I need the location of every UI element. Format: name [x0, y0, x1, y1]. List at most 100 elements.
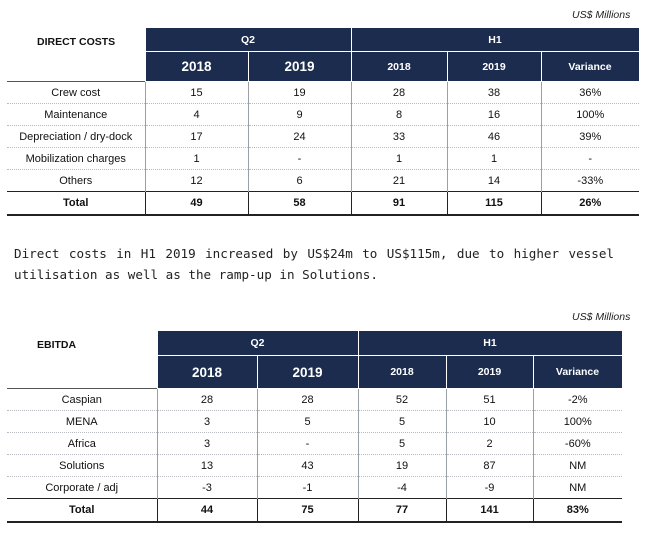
table-row: Caspian 28 28 52 51 -2%	[7, 388, 623, 411]
cell: 17	[145, 125, 249, 148]
cell: 9	[248, 103, 352, 126]
table-row: Solutions 13 43 19 87 NM	[7, 454, 623, 477]
cell: 51	[446, 388, 534, 411]
column-header: Variance	[532, 355, 623, 389]
cell: NM	[569, 481, 587, 494]
cell: 52	[358, 388, 447, 411]
cell: 2	[446, 432, 534, 455]
cell: 19	[248, 81, 352, 104]
row-label: Crew cost	[7, 81, 146, 104]
cell: 36%	[541, 81, 640, 104]
cell: 5	[257, 410, 359, 433]
units-label-1: US$ Millions	[572, 9, 631, 21]
direct-costs-table: DIRECT COSTS Q2 H1 2018 2019 2018 2019 V…	[7, 27, 640, 216]
group-header-q2: Q2	[144, 27, 352, 52]
cell: 43	[257, 454, 359, 477]
cell: NM	[533, 454, 623, 477]
cell: 100%	[541, 103, 640, 126]
commentary-paragraph: Direct costs in H1 2019 increased by US$…	[14, 246, 614, 282]
group-header-h1: H1	[357, 330, 623, 356]
cell: 6	[248, 169, 352, 192]
table-row: Corporate / adj -3 -1 -4 -9 NM	[7, 476, 622, 499]
cell: 39%	[541, 125, 640, 148]
cell: 3	[157, 432, 258, 455]
column-header: 2019	[446, 51, 542, 82]
group-header-q2: Q2	[156, 330, 359, 356]
table-row: Maintenance 4 9 8 16 100%	[7, 103, 640, 126]
total-cell: 141	[446, 498, 534, 523]
total-label: Total	[7, 498, 158, 523]
table-row: Others 12 6 21 14 -33%	[7, 169, 639, 192]
row-label: Africa	[7, 432, 158, 455]
cell: -3	[157, 476, 258, 499]
total-row: Total 49 58 91 115 26%	[7, 191, 640, 216]
group-header-h1: H1	[350, 27, 640, 52]
column-header: 2019	[256, 355, 359, 389]
table-title: EBITDA	[37, 338, 77, 351]
row-label: Others	[7, 169, 146, 192]
ebitda-table: EBITDA Q2 H1 2018 2019 2018 2019 Varianc…	[7, 330, 623, 523]
cell: 16	[447, 103, 542, 126]
table-title: DIRECT COSTS	[37, 35, 116, 48]
total-cell: 91	[351, 191, 448, 216]
cell: -1	[257, 476, 359, 499]
units-label-2: US$ Millions	[572, 311, 631, 323]
total-label: Total	[7, 191, 146, 216]
cell: -	[257, 432, 359, 455]
cell: 19	[358, 454, 447, 477]
cell: -33%	[577, 174, 604, 187]
table-row: Africa 3 - 5 2 -60%	[7, 432, 623, 455]
cell: 14	[447, 169, 542, 192]
cell: -	[541, 147, 640, 170]
cell: -4	[358, 476, 447, 499]
cell: -2%	[533, 388, 623, 411]
cell: -	[248, 147, 352, 170]
table-row: MENA 3 5 5 10 100%	[7, 410, 623, 433]
cell: 28	[257, 388, 359, 411]
cell: 28	[351, 81, 448, 104]
total-cell: 75	[257, 498, 359, 523]
cell: 21	[351, 169, 448, 192]
column-header: 2018	[144, 51, 249, 82]
cell: 12	[145, 169, 249, 192]
cell: 8	[351, 103, 448, 126]
cell: 5	[358, 410, 447, 433]
total-cell: 115	[447, 191, 542, 216]
cell: -60%	[533, 432, 623, 455]
cell: 33	[351, 125, 448, 148]
column-header: 2018	[357, 355, 447, 389]
cell: 1	[145, 147, 249, 170]
cell: 4	[145, 103, 249, 126]
cell: 1	[447, 147, 542, 170]
row-label: Maintenance	[7, 103, 146, 126]
row-label: Mobilization charges	[7, 147, 146, 170]
cell: 87	[446, 454, 534, 477]
total-cell: 26%	[541, 191, 640, 216]
row-label: Depreciation / dry-dock	[7, 125, 146, 148]
cell: 5	[358, 432, 447, 455]
cell: 24	[248, 125, 352, 148]
total-cell: 58	[248, 191, 352, 216]
column-header: 2019	[445, 355, 534, 389]
column-header: Variance	[540, 51, 640, 82]
cell: -9	[446, 476, 534, 499]
row-label: MENA	[7, 410, 158, 433]
total-cell: 49	[145, 191, 249, 216]
cell: 28	[157, 388, 258, 411]
cell: 10	[446, 410, 534, 433]
total-cell: 83%	[533, 498, 623, 523]
cell: 1	[351, 147, 448, 170]
total-cell: 77	[358, 498, 447, 523]
row-label: Corporate / adj	[7, 476, 158, 499]
total-cell: 44	[157, 498, 258, 523]
table-row: Crew cost 15 19 28 38 36%	[7, 81, 640, 104]
cell: 3	[157, 410, 258, 433]
total-row: Total 44 75 77 141 83%	[7, 498, 623, 523]
column-header: 2018	[156, 355, 258, 389]
cell: 100%	[533, 410, 623, 433]
cell: 15	[145, 81, 249, 104]
table-row: Mobilization charges 1 - 1 1 -	[7, 147, 640, 170]
column-header: 2019	[247, 51, 352, 82]
table-row: Depreciation / dry-dock 17 24 33 46 39%	[7, 125, 640, 148]
row-label: Caspian	[7, 388, 158, 411]
